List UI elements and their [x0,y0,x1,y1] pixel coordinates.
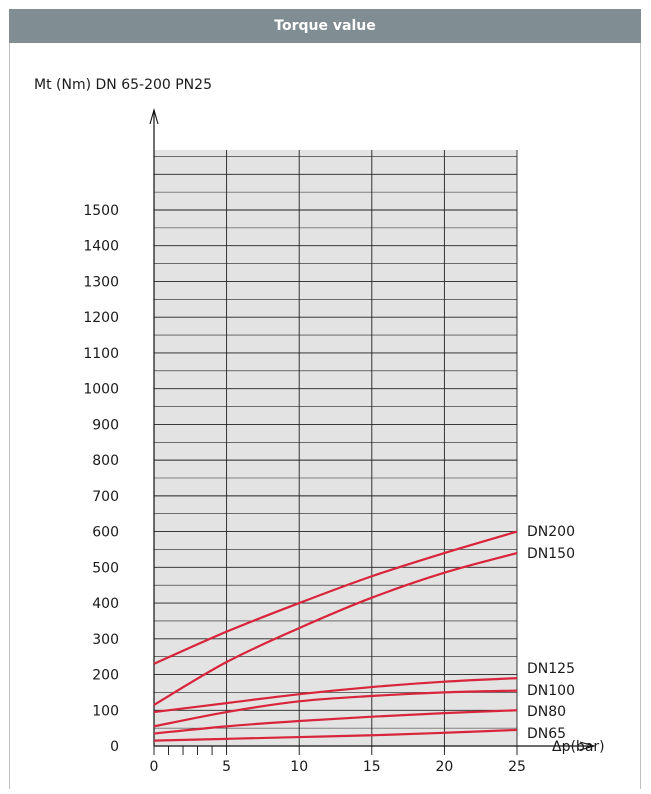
series-label-dn200: DN200 [527,524,575,540]
series-label-dn80: DN80 [527,704,566,720]
series-label-dn125: DN125 [527,661,575,677]
x-tick-label: 5 [222,759,231,775]
chart-title: Torque value [274,18,376,34]
y-tick-label: 800 [92,453,119,469]
series-label-dn150: DN150 [527,546,575,562]
y-tick-label: 600 [92,525,119,541]
y-tick-label: 300 [92,632,119,648]
x-tick-label: 0 [150,759,159,775]
y-axis-label: Mt (Nm) DN 65-200 PN25 [34,77,212,93]
x-axis-arrow [579,741,597,751]
y-tick-label: 500 [92,560,119,576]
x-axis-label: Δp(bar) [552,739,605,755]
series-line-dn200 [153,530,518,665]
series-line-dn100 [153,689,518,728]
y-tick-label: 0 [110,739,119,755]
series-label-dn65: DN65 [527,726,566,742]
y-tick-label: 200 [92,668,119,684]
series-line-dn65 [153,728,518,742]
series-line-dn125 [153,677,518,714]
y-tick-label: 100 [92,703,119,719]
y-tick-label: 900 [92,417,119,433]
y-tick-label: 700 [92,489,119,505]
y-tick-label: 1100 [83,346,119,362]
y-tick-label: 1500 [83,203,119,219]
y-tick-label: 1000 [83,382,119,398]
series-label-dn100: DN100 [527,683,575,699]
chart-frame [9,9,641,789]
series-line-dn150 [153,551,518,706]
x-tick-label: 10 [290,759,308,775]
y-tick-label: 1400 [83,239,119,255]
plot-area [154,150,517,746]
x-tick-label: 15 [363,759,381,775]
chart-header: Torque value [9,9,641,43]
y-tick-label: 1300 [83,274,119,290]
y-tick-label: 1200 [83,310,119,326]
x-tick-label: 25 [508,759,526,775]
series-line-dn80 [153,709,518,735]
y-tick-label: 400 [92,596,119,612]
y-axis-arrow [149,107,159,125]
x-tick-label: 20 [435,759,453,775]
